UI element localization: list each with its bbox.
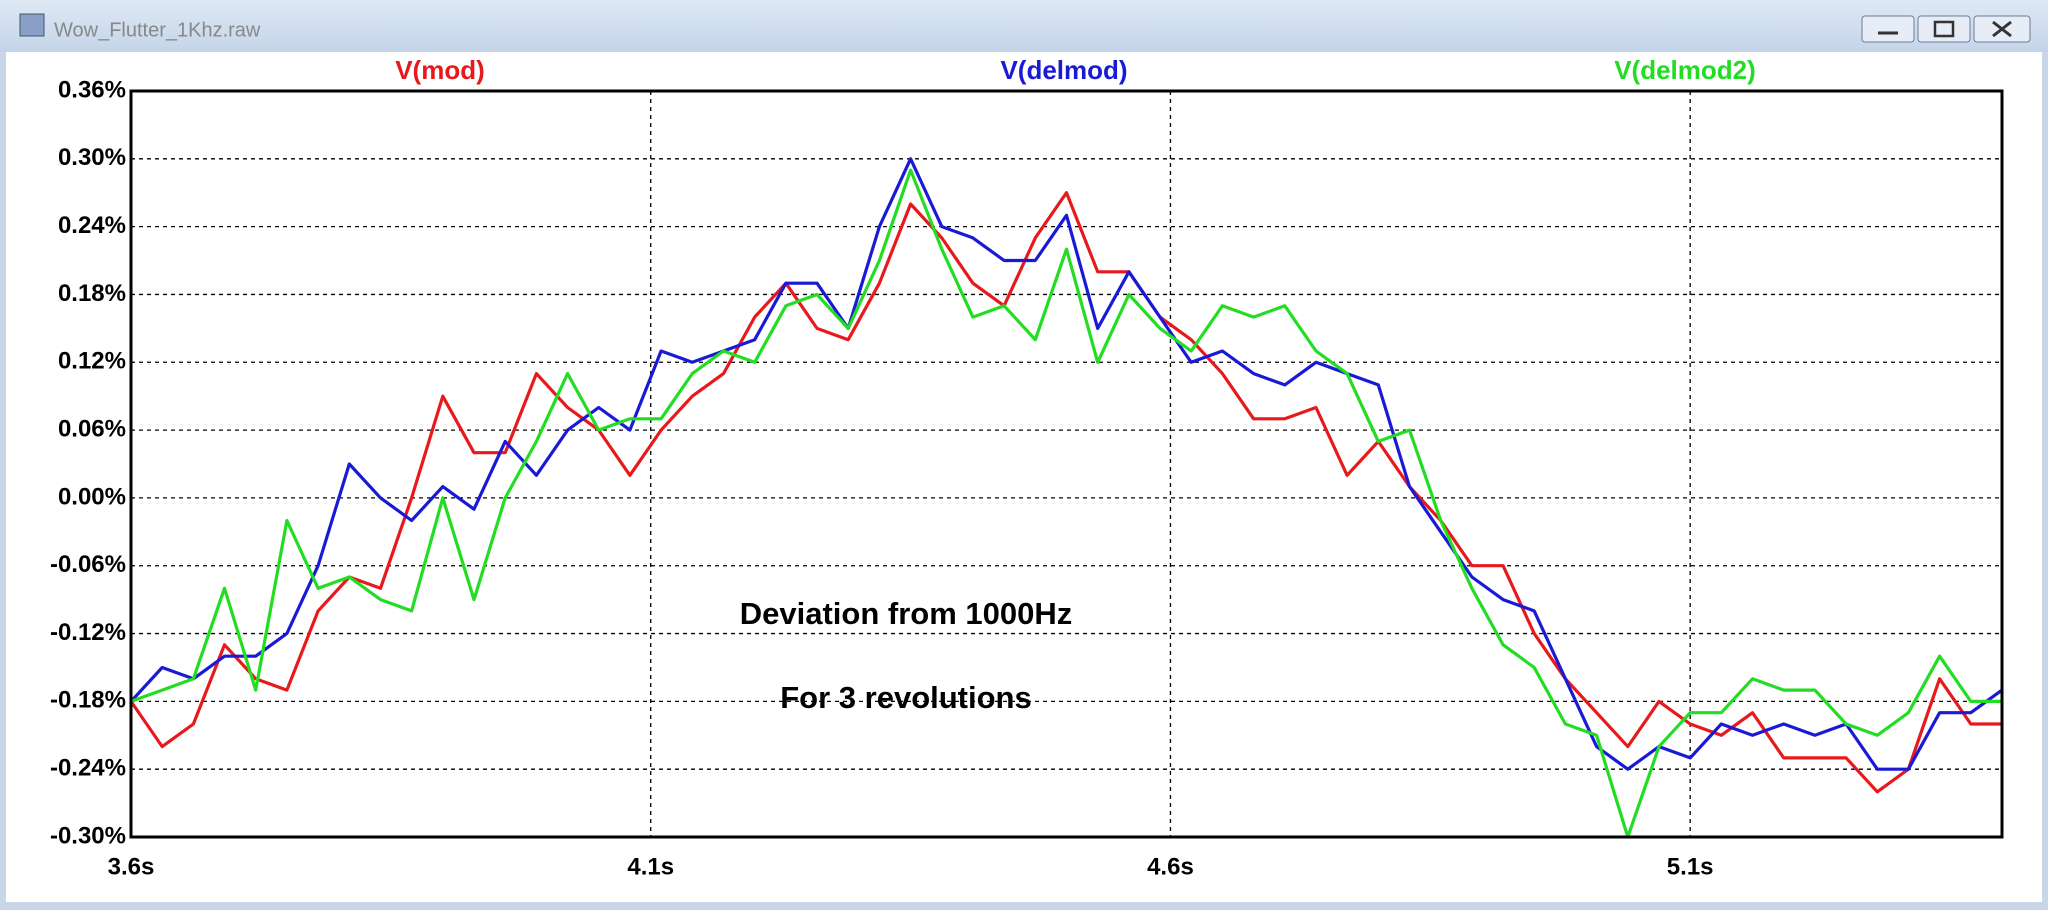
plot-area: -0.30% -0.24% -0.18% -0.12% -0.06% 0.00% 0.06%… [50,55,2003,880]
y-tick-label: 0.24% [58,212,126,239]
plot-pane [6,52,2042,902]
y-tick-label: 0.36% [58,76,126,103]
annotation: Deviation from 1000Hz [740,596,1073,631]
y-tick-label: -0.12% [50,619,126,646]
y-tick-label: 0.06% [58,415,126,442]
legend-entry: V(mod) [395,55,485,85]
y-tick-label: 0.00% [58,483,126,510]
title-bar [0,0,2048,52]
y-tick-label: 0.30% [58,144,126,171]
maximize-icon [1933,20,1955,38]
x-tick-label: 4.6s [1147,853,1194,880]
app-icon [19,13,45,37]
x-tick-label: 5.1s [1667,853,1714,880]
close-icon [1992,20,2012,38]
y-tick-label: -0.24% [50,755,126,782]
series-line [130,168,2002,839]
maximize-button[interactable] [1917,15,1971,43]
series-line [129,191,2002,794]
legend-entry: V(delmod) [1000,55,1127,85]
x-tick-label: 3.6s [108,853,155,880]
x-tick-label: 4.1s [627,853,674,880]
legend-entry: V(delmod2) [1614,55,1756,85]
minimize-button[interactable] [1861,15,1915,43]
annotation: For 3 revolutions [780,680,1031,715]
y-tick-label: -0.18% [50,687,126,714]
y-tick-label: 0.12% [58,348,126,375]
y-tick-label: -0.30% [50,822,126,849]
window-title: Wow_Flutter_1Khz.raw [54,19,261,41]
y-tick-label: 0.18% [58,280,126,307]
plot-border [129,89,2004,839]
y-tick-label: -0.06% [50,551,126,578]
series-line [129,157,2003,771]
